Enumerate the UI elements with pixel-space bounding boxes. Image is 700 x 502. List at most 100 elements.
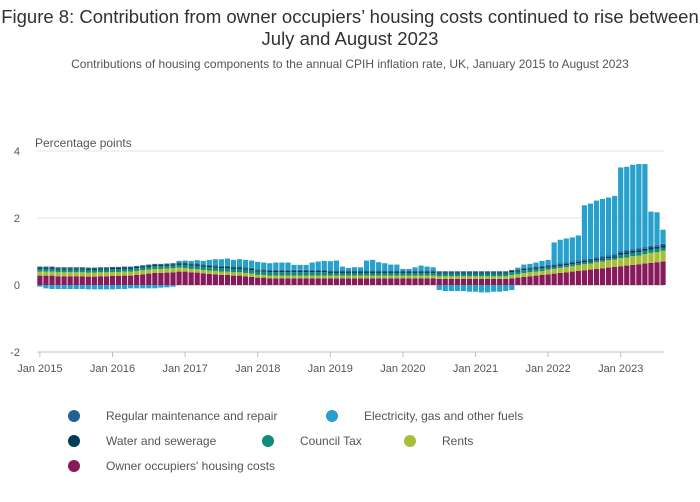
bar-council [418, 272, 424, 276]
bar-rents [243, 272, 249, 277]
bar-rents [563, 267, 569, 273]
bar-rents [618, 258, 624, 267]
bar-ooh [442, 278, 448, 285]
bar-rents [267, 275, 273, 279]
bar-water [388, 271, 394, 273]
bar-maint [400, 270, 406, 272]
bar-maint [43, 266, 49, 268]
bar-rents [200, 269, 206, 274]
bar-rents [218, 271, 224, 275]
bar-rents [418, 275, 424, 279]
bar-rents [49, 271, 55, 276]
bar-rents [509, 274, 515, 279]
bar-maint [128, 266, 134, 268]
bar-rents [612, 259, 618, 267]
bar-elec [97, 285, 103, 290]
bar-water [267, 270, 273, 273]
bar-ooh [273, 278, 279, 285]
bar-maint [188, 263, 194, 265]
bar-maint [448, 271, 454, 273]
bar-water [503, 272, 509, 274]
bar-maint [109, 266, 116, 268]
bar-elec [654, 212, 660, 246]
bar-rents [539, 270, 545, 275]
bar-maint [345, 270, 352, 272]
bar-ooh [309, 278, 315, 285]
bar-council [364, 272, 370, 276]
bar-water [188, 264, 194, 266]
bar-rents [454, 276, 460, 279]
bar-maint [612, 254, 618, 257]
bar-water [412, 271, 418, 273]
bar-water [61, 268, 67, 270]
bar-maint [291, 269, 297, 271]
bar-council [339, 272, 345, 276]
bar-rents [297, 275, 303, 279]
bar-council [642, 250, 648, 255]
bar-ooh [152, 272, 158, 285]
bar-council [442, 273, 448, 277]
bar-elec [406, 268, 412, 271]
bar-council [134, 268, 140, 271]
bar-rents [134, 270, 140, 275]
y-tick-label: -2 [10, 347, 20, 359]
bar-water [55, 268, 61, 270]
bar-ooh [581, 270, 587, 285]
bar-elec [134, 285, 140, 289]
bar-water [424, 271, 430, 273]
bar-council [230, 268, 237, 273]
bar-ooh [261, 277, 267, 285]
bar-elec [545, 259, 551, 265]
legend-label-water: Water and sewerage [106, 434, 217, 448]
bar-ooh [194, 272, 200, 285]
x-tick-label: Jan 2015 [17, 363, 62, 375]
bar-rents [606, 260, 612, 268]
bar-ooh [612, 266, 618, 285]
bar-rents [370, 275, 376, 279]
bar-rents [533, 271, 539, 276]
bar-elec [297, 264, 303, 270]
bar-ooh [255, 277, 261, 285]
bar-elec [569, 237, 575, 262]
bar-maint [527, 267, 533, 269]
bar-ooh [67, 276, 73, 285]
bar-rents [303, 275, 309, 279]
bar-rents [43, 271, 49, 276]
bar-ooh [279, 278, 285, 285]
bar-elec [442, 285, 448, 292]
bar-ooh [382, 278, 388, 285]
bar-maint [212, 265, 218, 267]
bar-water [485, 272, 491, 274]
bar-rents [593, 262, 600, 269]
bar-maint [315, 269, 321, 271]
bar-council [122, 268, 128, 272]
bar-council [472, 273, 479, 277]
bar-ooh [642, 263, 648, 285]
bar-council [128, 268, 134, 272]
bar-council [478, 273, 485, 277]
bar-maint [176, 262, 182, 264]
bar-elec [267, 263, 273, 270]
bar-elec [55, 285, 61, 290]
legend-item-water: Water and sewerage [68, 434, 216, 448]
bar-maint [587, 258, 594, 261]
bar-elec [351, 267, 358, 271]
bar-elec [472, 285, 479, 292]
bar-rents [158, 268, 164, 273]
bar-council [618, 254, 624, 259]
x-tick-label: Jan 2016 [90, 363, 135, 375]
bar-water [478, 272, 485, 274]
bar-council [303, 272, 309, 276]
bar-maint [557, 263, 563, 265]
bar-ooh [37, 275, 43, 285]
bar-water [654, 246, 660, 249]
bar-water [218, 266, 224, 269]
bar-council [91, 269, 97, 273]
bar-ooh [200, 273, 206, 285]
legend-swatch-electricity [326, 410, 338, 422]
bar-ooh [406, 278, 412, 285]
bar-council [382, 272, 388, 276]
bar-ooh [575, 270, 581, 285]
bar-elec [636, 164, 642, 249]
bar-maint [491, 271, 497, 273]
